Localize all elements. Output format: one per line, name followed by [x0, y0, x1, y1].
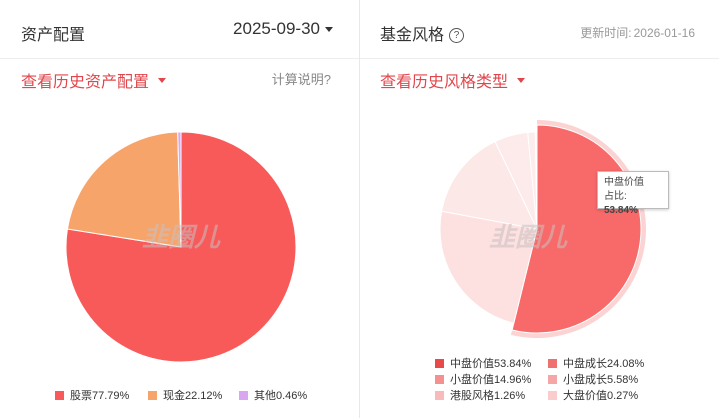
caret-down-icon: [517, 77, 526, 83]
watermark-logo: 韭圈儿: [142, 223, 221, 253]
asset-allocation-header: 资产配置 2025-09-30: [0, 0, 359, 59]
caret-down-icon: [158, 77, 167, 83]
history-style-link[interactable]: 查看历史风格类型: [380, 68, 526, 92]
legend-swatch: [548, 390, 557, 400]
caret-down-icon: [325, 26, 333, 32]
fund-style-title: 基金风格: [380, 27, 445, 44]
legend-label: 小盘价值14.96%: [450, 374, 532, 386]
fund-style-header: 基金风格? 更新时间: 2026-01-16: [360, 0, 719, 59]
legend-label: 小盘成长5.58%: [563, 374, 639, 386]
legend-swatch: [435, 374, 444, 384]
tooltip-row: 占比: 53.84%: [604, 190, 662, 218]
tooltip-value: 53.84%: [604, 205, 638, 216]
legend-label: 其他0.46%: [254, 390, 308, 402]
history-style-label: 查看历史风格类型: [380, 74, 509, 91]
update-date: 2026-01-16: [633, 26, 695, 40]
asset-allocation-title: 资产配置: [21, 27, 86, 44]
legend-label: 大盘价值0.27%: [563, 390, 639, 402]
allocation-pie-slice-2[interactable]: [177, 131, 182, 248]
legend-swatch: [55, 390, 64, 400]
legend-swatch: [548, 374, 557, 384]
legend-label: 中盘成长24.08%: [563, 358, 645, 370]
style-pie-slice-2[interactable]: [441, 140, 538, 230]
pie-tooltip: 中盘价值 占比: 53.84%: [597, 171, 669, 216]
update-label: 更新时间:: [580, 26, 632, 40]
style-legend-item[interactable]: 中盘价值53.84%: [435, 355, 531, 371]
legend-swatch: [239, 390, 248, 400]
allocation-legend-item[interactable]: 其他0.46%: [239, 387, 307, 403]
legend-swatch: [435, 390, 444, 400]
tooltip-label: 占比:: [604, 191, 627, 202]
legend-swatch: [435, 358, 444, 368]
style-legend-item[interactable]: 小盘价值14.96%: [435, 371, 531, 387]
update-time: 更新时间: 2026-01-16: [578, 24, 695, 41]
legend-swatch: [548, 358, 557, 368]
style-pie-slice-5[interactable]: [534, 131, 538, 230]
history-allocation-label: 查看历史资产配置: [21, 74, 150, 91]
allocation-legend-item[interactable]: 现金22.12%: [148, 387, 222, 403]
calc-explanation-link[interactable]: 计算说明?: [271, 72, 331, 87]
style-legend-item[interactable]: 中盘成长24.08%: [548, 355, 644, 371]
fund-style-title-wrap: 基金风格?: [380, 21, 465, 45]
history-allocation-link[interactable]: 查看历史资产配置: [21, 68, 167, 92]
allocation-pie-slice-1[interactable]: [66, 131, 182, 248]
allocation-legend-item[interactable]: 股票77.79%: [55, 387, 129, 403]
tooltip-name: 中盘价值: [604, 177, 644, 188]
legend-label: 股票77.79%: [70, 390, 130, 402]
style-legend-item[interactable]: 大盘价值0.27%: [548, 387, 638, 403]
help-icon[interactable]: ?: [449, 28, 465, 43]
legend-swatch: [148, 390, 157, 400]
legend-label: 港股风格1.26%: [450, 390, 526, 402]
allocation-pie-slice-0[interactable]: [65, 131, 297, 363]
report-date-select[interactable]: 2025-09-30: [233, 19, 333, 39]
legend-label: 现金22.12%: [163, 390, 223, 402]
watermark-logo: 韭圈儿: [489, 223, 568, 253]
style-legend-item[interactable]: 小盘成长5.58%: [548, 371, 638, 387]
style-legend-item[interactable]: 港股风格1.26%: [435, 387, 525, 403]
legend-label: 中盘价值53.84%: [450, 358, 532, 370]
style-pie-slice-1[interactable]: [439, 210, 538, 324]
report-date-value: 2025-09-30: [233, 19, 320, 38]
